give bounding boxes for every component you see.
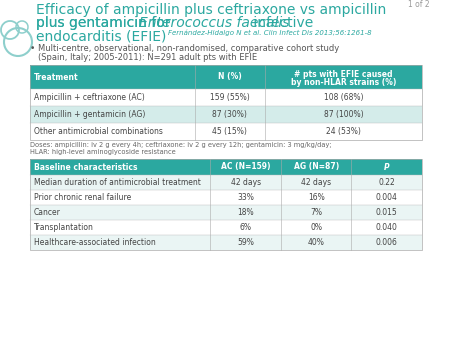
Text: 87 (30%): 87 (30%) — [212, 110, 248, 119]
Bar — [30, 175, 422, 190]
Text: Median duration of antimicrobial treatment: Median duration of antimicrobial treatme… — [34, 178, 201, 187]
Text: HLAR: high-level aminoglycoside resistance: HLAR: high-level aminoglycoside resistan… — [30, 149, 176, 155]
Text: Fernández-Hidalgo N et al. Clin Infect Dis 2013;56:1261-8: Fernández-Hidalgo N et al. Clin Infect D… — [168, 30, 372, 37]
Bar — [30, 89, 422, 106]
Text: P: P — [384, 163, 390, 171]
Text: 33%: 33% — [237, 193, 254, 202]
Text: 6%: 6% — [239, 223, 252, 232]
Bar — [30, 159, 422, 175]
Text: 59%: 59% — [237, 238, 254, 247]
Text: Treatment: Treatment — [34, 72, 79, 81]
Text: Enterococcus faecalis: Enterococcus faecalis — [139, 16, 289, 30]
Bar — [30, 205, 422, 220]
Text: 87 (100%): 87 (100%) — [324, 110, 364, 119]
Text: 18%: 18% — [237, 208, 254, 217]
Text: endocarditis (EFIE): endocarditis (EFIE) — [36, 29, 166, 43]
Text: plus gentamicin for: plus gentamicin for — [36, 16, 175, 30]
Bar — [30, 65, 422, 140]
Bar — [30, 159, 422, 250]
Bar — [30, 220, 422, 235]
Text: AG (N=87): AG (N=87) — [293, 163, 339, 171]
Text: 7%: 7% — [310, 208, 322, 217]
Text: Ampicillin + ceftriaxone (AC): Ampicillin + ceftriaxone (AC) — [34, 93, 145, 102]
Text: plus gentamicin for: plus gentamicin for — [36, 16, 175, 30]
Text: 0.006: 0.006 — [376, 238, 398, 247]
Text: •: • — [30, 44, 36, 53]
Bar — [30, 106, 422, 123]
Text: 0.22: 0.22 — [378, 178, 395, 187]
Text: 0%: 0% — [310, 223, 322, 232]
Text: 0.004: 0.004 — [376, 193, 398, 202]
Bar — [30, 190, 422, 205]
Text: 42 days: 42 days — [230, 178, 261, 187]
Text: N (%): N (%) — [218, 72, 242, 81]
Text: Doses: ampicillin: iv 2 g every 4h; ceftriaxone: iv 2 g every 12h; gentamicin: 3: Doses: ampicillin: iv 2 g every 4h; ceft… — [30, 142, 332, 148]
Text: 159 (55%): 159 (55%) — [210, 93, 250, 102]
Text: 1 of 2: 1 of 2 — [409, 0, 430, 9]
Text: Multi-centre, observational, non-randomised, comparative cohort study: Multi-centre, observational, non-randomi… — [38, 44, 339, 53]
Text: (Spain, Italy; 2005-2011): N=291 adult pts with EFIE: (Spain, Italy; 2005-2011): N=291 adult p… — [38, 53, 257, 62]
Text: Transplantation: Transplantation — [34, 223, 94, 232]
Text: Baseline characteristics: Baseline characteristics — [34, 163, 138, 171]
Text: Cancer: Cancer — [34, 208, 61, 217]
Text: 0.040: 0.040 — [376, 223, 398, 232]
Text: # pts with EFIE caused: # pts with EFIE caused — [294, 70, 393, 79]
Text: Efficacy of ampicillin plus ceftriaxone vs ampicillin: Efficacy of ampicillin plus ceftriaxone … — [36, 3, 386, 17]
Text: 40%: 40% — [308, 238, 324, 247]
Text: Ampicillin + gentamicin (AG): Ampicillin + gentamicin (AG) — [34, 110, 145, 119]
Text: by non-HLAR strains (%): by non-HLAR strains (%) — [291, 78, 396, 87]
Text: infective: infective — [249, 16, 314, 30]
Text: Healthcare-associated infection: Healthcare-associated infection — [34, 238, 156, 247]
Text: 24 (53%): 24 (53%) — [326, 127, 361, 136]
Text: AC (N=159): AC (N=159) — [221, 163, 270, 171]
Text: 108 (68%): 108 (68%) — [324, 93, 363, 102]
Text: 42 days: 42 days — [301, 178, 331, 187]
Text: Prior chronic renal failure: Prior chronic renal failure — [34, 193, 131, 202]
Bar — [30, 65, 422, 89]
Bar — [30, 235, 422, 250]
Text: 0.015: 0.015 — [376, 208, 398, 217]
Bar — [30, 123, 422, 140]
Text: Other antimicrobial combinations: Other antimicrobial combinations — [34, 127, 163, 136]
Text: 45 (15%): 45 (15%) — [212, 127, 248, 136]
Text: 16%: 16% — [308, 193, 324, 202]
